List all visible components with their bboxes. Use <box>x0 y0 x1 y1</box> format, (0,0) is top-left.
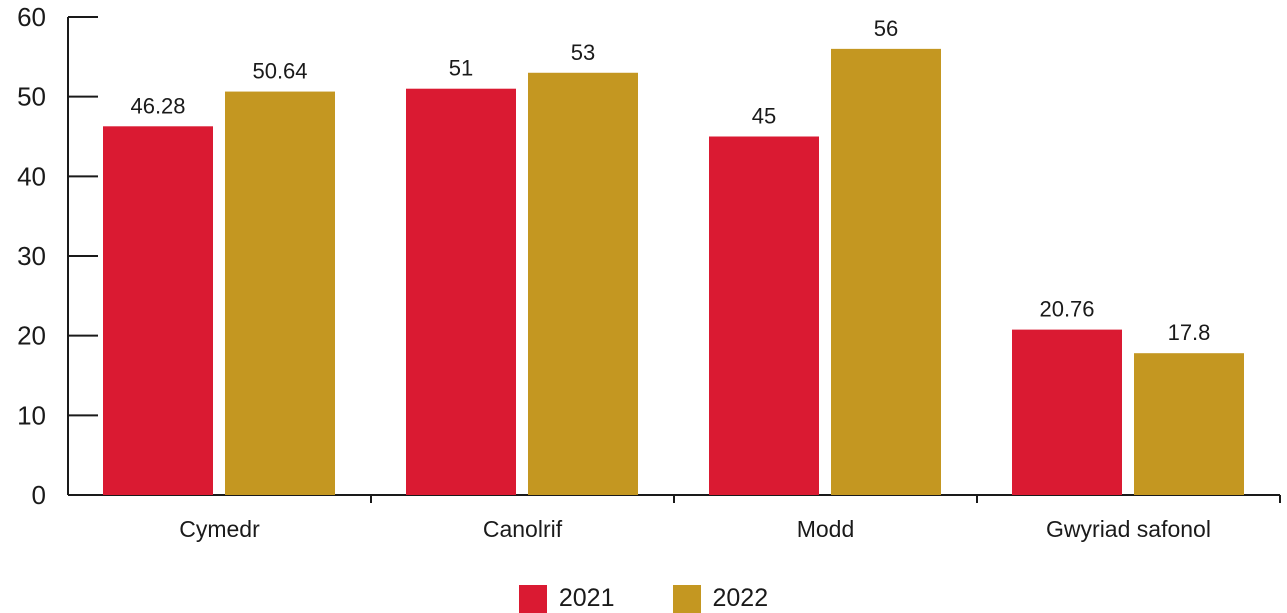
bar-2022-2 <box>831 48 941 495</box>
bar-2021-0 <box>103 126 213 495</box>
legend-label-2021: 2021 <box>558 584 615 612</box>
x-category-label: Gwyriad safonol <box>1046 516 1211 542</box>
y-tick-label: 0 <box>32 480 46 510</box>
legend: 2021 2022 <box>0 584 1287 613</box>
y-tick-label: 30 <box>17 241 46 271</box>
legend-swatch-2022 <box>672 584 701 613</box>
data-label-2021-2: 45 <box>752 104 776 129</box>
data-label-2021-0: 46.28 <box>130 93 185 118</box>
bar-2022-1 <box>528 72 638 496</box>
bar-2021-1 <box>406 88 516 495</box>
x-category-label: Canolrif <box>483 516 563 542</box>
y-tick-label: 60 <box>17 2 46 32</box>
data-label-2022-2: 56 <box>874 16 898 41</box>
legend-item-2021: 2021 <box>518 584 615 613</box>
bar-2022-0 <box>225 91 335 496</box>
data-label-2022-0: 50.64 <box>252 59 307 84</box>
bar-2021-3 <box>1012 329 1122 495</box>
data-label-2022-3: 17.8 <box>1168 320 1211 345</box>
legend-label-2022: 2022 <box>712 584 769 612</box>
bar-2021-2 <box>709 136 819 495</box>
y-tick-label: 10 <box>17 400 46 430</box>
y-tick-label: 50 <box>17 82 46 112</box>
y-tick-label: 20 <box>17 321 46 351</box>
legend-item-2022: 2022 <box>672 584 769 613</box>
y-tick-label: 40 <box>17 161 46 191</box>
legend-swatch-2021 <box>518 584 547 613</box>
bar-2022-3 <box>1134 353 1244 495</box>
data-label-2021-3: 20.76 <box>1039 297 1094 322</box>
data-label-2022-1: 53 <box>571 40 595 65</box>
data-label-2021-1: 51 <box>449 56 473 81</box>
bar-chart: 0 10 20 30 40 50 60 46.28 50.64 Cymedr 51 53 Canolri… <box>17 2 1281 542</box>
x-category-label: Cymedr <box>179 516 260 542</box>
x-category-label: Modd <box>797 516 855 542</box>
